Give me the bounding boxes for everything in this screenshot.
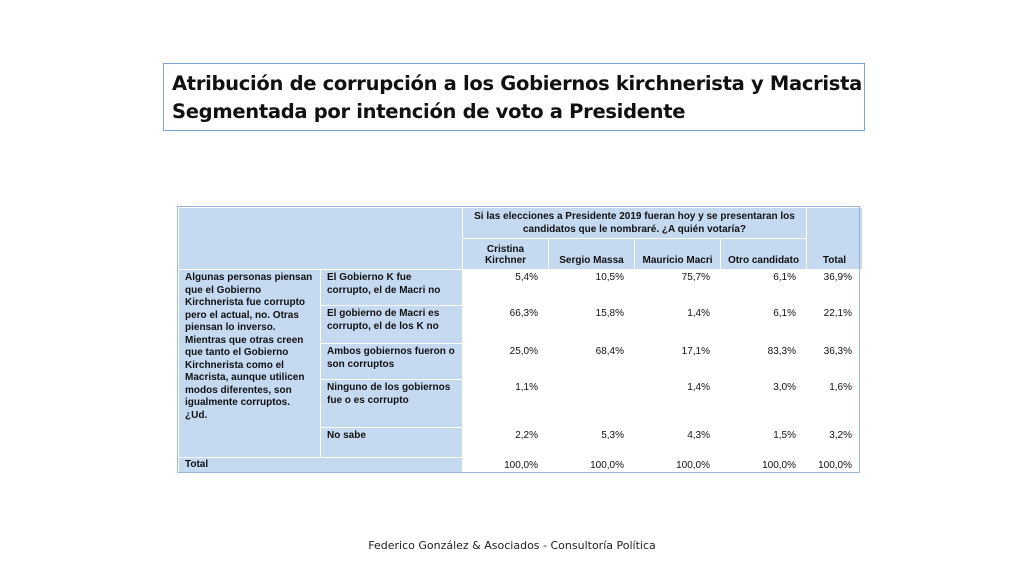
row-label: Ambos gobiernos fueron o son corruptos xyxy=(320,343,463,380)
total-row-label: Total xyxy=(178,457,463,474)
total-value-cell: 100,0% xyxy=(806,457,863,474)
total-value-cell: 100,0% xyxy=(634,457,721,474)
value-cell: 36,9% xyxy=(806,269,863,306)
column-question-header: Si las elecciones a Presidente 2019 fuer… xyxy=(462,207,807,239)
value-cell xyxy=(548,379,635,428)
value-cell: 1,5% xyxy=(720,427,807,458)
title-box: Atribución de corrupción a los Gobiernos… xyxy=(163,63,865,131)
value-cell: 1,1% xyxy=(462,379,549,428)
value-cell: 2,2% xyxy=(462,427,549,458)
column-header-mauricio-macri: Mauricio Macri xyxy=(634,238,721,270)
value-cell: 6,1% xyxy=(720,269,807,306)
value-cell: 22,1% xyxy=(806,305,863,344)
table-row: Ambos gobiernos fueron o son corruptos 2… xyxy=(179,343,863,380)
value-cell: 3,0% xyxy=(720,379,807,428)
value-cell: 1,4% xyxy=(634,379,721,428)
slide-title-line-1: Atribución de corrupción a los Gobiernos… xyxy=(172,72,862,95)
row-label: Ninguno de los gobiernos fue o es corrup… xyxy=(320,379,463,428)
table-row: No sabe 2,2% 5,3% 4,3% 1,5% 3,2% xyxy=(179,427,863,458)
header-blank-cell xyxy=(178,207,463,270)
value-cell: 1,4% xyxy=(634,305,721,344)
row-label: El Gobierno K fue corrupto, el de Macri … xyxy=(320,269,463,306)
value-cell: 25,0% xyxy=(462,343,549,380)
value-cell: 83,3% xyxy=(720,343,807,380)
value-cell: 5,3% xyxy=(548,427,635,458)
value-cell: 66,3% xyxy=(462,305,549,344)
value-cell: 5,4% xyxy=(462,269,549,306)
value-cell: 1,6% xyxy=(806,379,863,428)
row-question-label: Algunas personas piensan que el Gobierno… xyxy=(178,269,321,458)
value-cell: 10,5% xyxy=(548,269,635,306)
column-header-otro-candidato: Otro candidato xyxy=(720,238,807,270)
value-cell: 68,4% xyxy=(548,343,635,380)
results-table: Si las elecciones a Presidente 2019 fuer… xyxy=(178,207,863,474)
total-row: Total 100,0% 100,0% 100,0% 100,0% 100,0% xyxy=(178,457,863,474)
column-header-total: Total xyxy=(806,207,863,270)
total-value-cell: 100,0% xyxy=(548,457,635,474)
value-cell: 6,1% xyxy=(720,305,807,344)
value-cell: 4,3% xyxy=(634,427,721,458)
row-label: El gobierno de Macri es corrupto, el de … xyxy=(320,305,463,344)
table-row: El gobierno de Macri es corrupto, el de … xyxy=(179,305,863,344)
value-cell: 3,2% xyxy=(806,427,863,458)
footer-credit: Federico González & Asociados - Consulto… xyxy=(368,539,656,552)
value-cell: 36,3% xyxy=(806,343,863,380)
column-header-cristina-kirchner: Cristina Kirchner xyxy=(462,238,549,270)
row-label: No sabe xyxy=(320,427,463,458)
slide-title-line-2: Segmentada por intención de voto a Presi… xyxy=(172,100,686,123)
total-value-cell: 100,0% xyxy=(462,457,549,474)
value-cell: 75,7% xyxy=(634,269,721,306)
column-header-sergio-massa: Sergio Massa xyxy=(548,238,635,270)
value-cell: 15,8% xyxy=(548,305,635,344)
value-cell: 17,1% xyxy=(634,343,721,380)
total-value-cell: 100,0% xyxy=(720,457,807,474)
table-row: Algunas personas piensan que el Gobierno… xyxy=(178,269,863,458)
